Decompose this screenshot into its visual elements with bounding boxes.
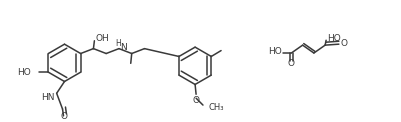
Text: HO: HO xyxy=(326,34,340,43)
Text: O: O xyxy=(61,112,68,121)
Text: O: O xyxy=(287,59,294,68)
Text: O: O xyxy=(340,39,347,48)
Text: N: N xyxy=(119,43,126,52)
Text: H: H xyxy=(115,39,121,48)
Text: HN: HN xyxy=(41,93,55,102)
Text: CH₃: CH₃ xyxy=(209,103,224,112)
Text: OH: OH xyxy=(95,34,109,43)
Text: HO: HO xyxy=(267,47,281,56)
Text: O: O xyxy=(192,96,199,105)
Text: HO: HO xyxy=(17,68,30,77)
